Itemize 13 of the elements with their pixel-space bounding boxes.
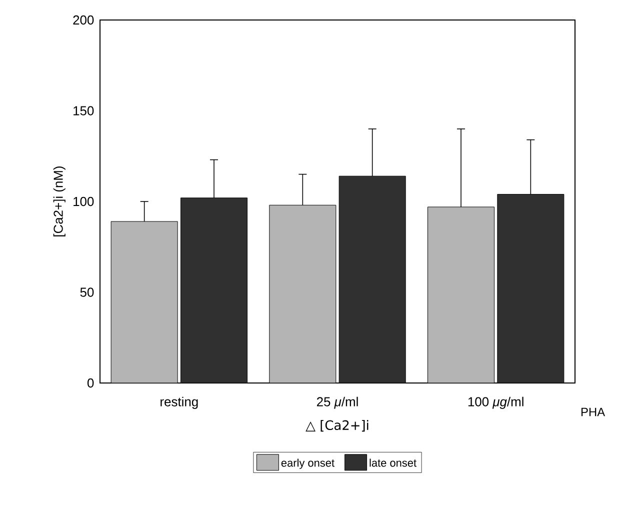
y-tick-label: 150 [74,106,94,116]
y-tick-label: 0 [87,378,94,388]
legend-label: early onset [281,458,334,469]
x-tick-label: resting [160,396,198,409]
x-axis-title: △ [Ca2+]i [306,420,368,432]
y-tick-label: 50 [80,288,94,297]
x-tick-label: 100 μg/ml [468,396,524,409]
x-tick-label: 25 μ/ml [316,396,358,409]
y-tick-label: 100 [74,196,94,206]
y-tick-label: 200 [73,15,94,25]
legend-label: late onset [370,458,416,467]
text: PHA [581,408,606,416]
y-axis-title: [Ca2+]i (nM) [53,166,66,236]
